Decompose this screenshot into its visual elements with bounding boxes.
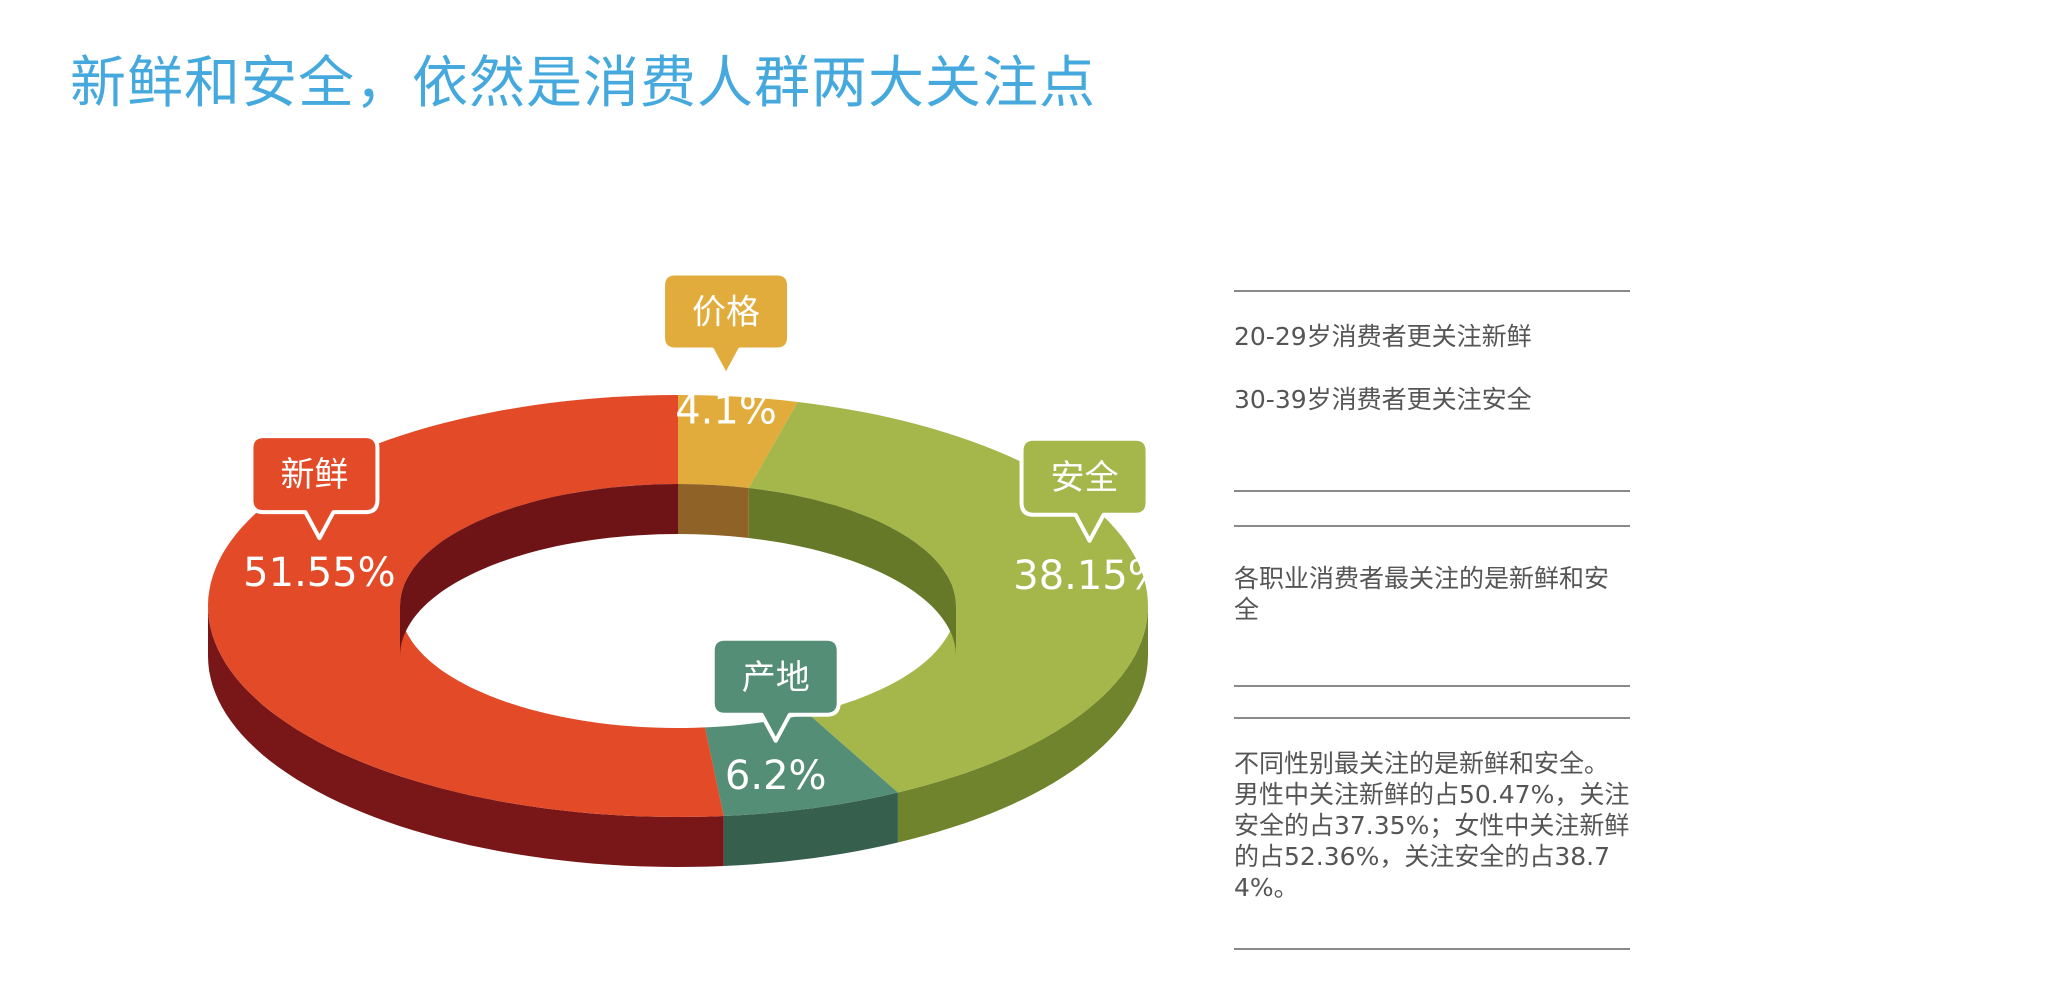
slice-label-0: 价格 (692, 292, 760, 332)
divider (1234, 717, 1630, 719)
donut-inner-slice-1-0 (748, 488, 956, 656)
note-occupation: 各职业消费者最关注的是新鲜和安全 (1234, 564, 1610, 624)
page-title: 新鲜和安全，依然是消费人群两大关注点 (70, 51, 1096, 116)
note-gender: 不同性别最关注的是新鲜和安全。男性中关注新鲜的占50.47%，关注安全的占37.… (1234, 749, 1630, 902)
slice-label-1: 安全 (1051, 458, 1119, 498)
donut-side-slice-3 (208, 606, 724, 867)
donut-slice-slice-0 (678, 395, 798, 488)
slice-value-0: 4.1% (675, 387, 777, 433)
label-bubble-3 (249, 434, 380, 541)
label-bubble-2 (710, 636, 841, 743)
donut-inner-slice-3-0 (400, 484, 678, 656)
slice-label-3: 新鲜 (280, 455, 348, 495)
label-bubble-0 (661, 271, 792, 378)
divider (1234, 290, 1630, 292)
donut-side-slice-1 (897, 606, 1148, 843)
donut-chart: 价格 4.1% 安全 38.15% 产地 6.2% 新鲜 51.55% (208, 271, 1166, 867)
label-bubble-1 (1019, 436, 1150, 543)
donut-labels: 价格 4.1% 安全 38.15% 产地 6.2% 新鲜 51.55% (243, 271, 1166, 799)
donut-sides (208, 606, 1148, 867)
divider (1234, 685, 1630, 687)
donut-slice-slice-2 (705, 713, 898, 816)
slice-value-3: 51.55% (243, 550, 396, 596)
donut-inner-slice-0-0 (678, 484, 749, 538)
slice-value-2: 6.2% (725, 753, 827, 799)
divider (1234, 525, 1630, 527)
donut-side-slice-2 (723, 792, 898, 866)
note-age-safety: 30-39岁消费者更关注安全 (1234, 385, 1532, 414)
divider (1234, 948, 1630, 950)
note-age-fresh: 20-29岁消费者更关注新鲜 (1234, 322, 1532, 351)
donut-inner-wall (400, 484, 956, 656)
divider (1234, 490, 1630, 492)
slice-label-2: 产地 (742, 658, 810, 698)
slice-value-1: 38.15% (1013, 553, 1166, 599)
